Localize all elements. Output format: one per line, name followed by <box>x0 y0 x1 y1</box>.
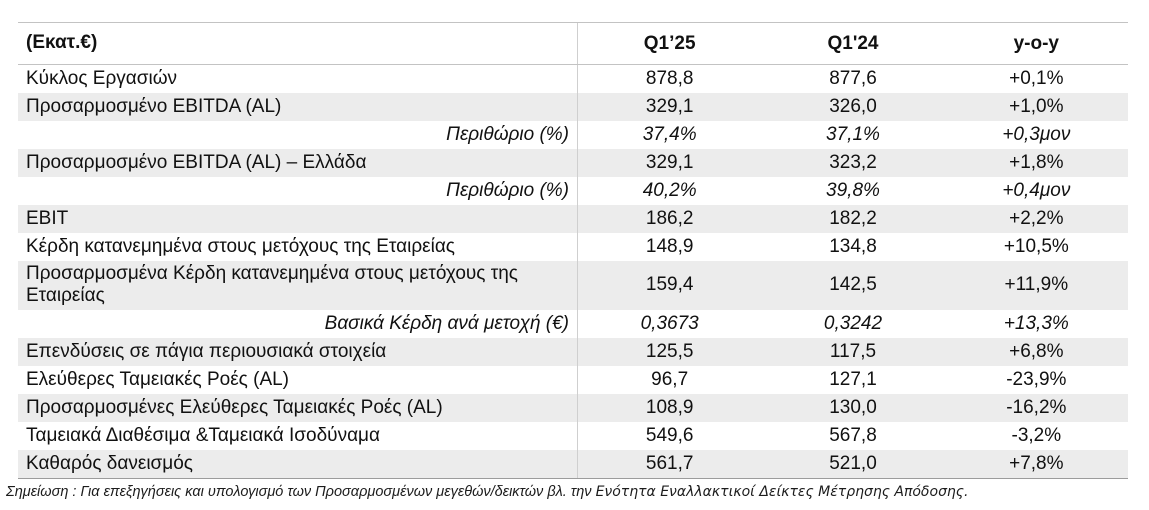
value-yoy: +11,9% <box>1004 274 1069 296</box>
value-q1-24: 134,8 <box>829 236 877 257</box>
value-yoy: +13,3% <box>1003 312 1069 334</box>
value-q1-24: 130,0 <box>829 396 877 418</box>
value-q1-24: 117,5 <box>829 340 877 362</box>
value-q1-25: 37,4% <box>642 124 697 145</box>
value-yoy: +1,0% <box>1009 96 1064 117</box>
footnote: Σημείωση : Για επεξηγήσεις και υπολογισμ… <box>6 484 1146 500</box>
value-q1-24: 182,2 <box>829 208 877 229</box>
table-row: EBIT 186,2 182,2 +2,2% <box>18 205 1128 233</box>
value-q1-24: 567,8 <box>829 424 877 446</box>
value-yoy: +0,1% <box>1009 68 1064 89</box>
table-row: Προσαρμοσμένες Ελεύθερες Ταμειακές Ροές … <box>18 393 1128 422</box>
value-q1-25: 108,9 <box>645 396 694 418</box>
value-yoy: +0,4μον <box>1002 180 1071 201</box>
value-yoy: +0,3μον <box>1002 124 1071 145</box>
row-label: Προσαρμοσμένα Κέρδη κατανεμημένα στους μ… <box>18 261 578 310</box>
value-q1-25: 549,6 <box>645 424 694 446</box>
table-body: Κύκλος Εργασιών 878,8 877,6 +0,1% Προσαρμοσμ… <box>18 65 1128 478</box>
value-yoy: +1,8% <box>1009 152 1064 173</box>
row-label: EBIT <box>18 205 578 233</box>
value-q1-25: 878,8 <box>645 68 694 89</box>
value-q1-25: 40,2% <box>642 180 697 201</box>
unit-header-cell: (Εκατ.€) <box>18 23 578 64</box>
row-label: Προσαρμοσμένο EBITDA (AL) – Ελλάδα <box>18 149 578 177</box>
value-yoy: -16,2% <box>1006 396 1067 418</box>
row-label: Προσαρμοσμένο EBITDA (AL) <box>18 93 578 121</box>
value-yoy: +7,8% <box>1009 452 1064 474</box>
row-label: Κύκλος Εργασιών <box>18 65 578 93</box>
value-q1-25: 186,2 <box>645 208 694 229</box>
row-label: Ταμειακά Διαθέσιμα &Ταμειακά Ισοδύναμα <box>18 421 578 450</box>
row-label: Περιθώριο (%) <box>18 177 578 205</box>
row-label: Προσαρμοσμένες Ελεύθερες Ταμειακές Ροές … <box>18 393 578 422</box>
value-q1-24: 326,0 <box>829 96 877 117</box>
table-row: Προσαρμοσμένα Κέρδη κατανεμημένα στους μ… <box>18 261 1128 310</box>
row-label: Βασικά Κέρδη ανά μετοχή (€) <box>18 309 578 338</box>
value-q1-24: 127,1 <box>829 368 877 390</box>
value-q1-25: 0,3673 <box>640 312 699 334</box>
value-yoy: +10,5% <box>1003 236 1069 257</box>
column-header-q1-24: Q1'24 <box>827 32 879 54</box>
value-yoy: +2,2% <box>1009 208 1064 229</box>
value-q1-25: 148,9 <box>645 236 694 257</box>
value-q1-25: 96,7 <box>651 368 689 390</box>
row-label: Ελεύθερες Ταμειακές Ροές (AL) <box>18 365 578 394</box>
value-yoy: +6,8% <box>1009 340 1064 362</box>
table-row: Περιθώριο (%) 37,4% 37,1% +0,3μον <box>18 121 1128 149</box>
value-q1-24: 39,8% <box>826 180 880 201</box>
value-q1-25: 329,1 <box>645 152 694 173</box>
table-row: Βασικά Κέρδη ανά μετοχή (€) 0,3673 0,3242 +… <box>18 309 1128 338</box>
table-row: Κέρδη κατανεμημένα στους μετόχους της Ετ… <box>18 233 1128 261</box>
value-q1-24: 142,5 <box>829 274 877 296</box>
row-label: Κέρδη κατανεμημένα στους μετόχους της Ετ… <box>18 233 578 261</box>
table-row: Ελεύθερες Ταμειακές Ροές (AL) 96,7 127,1 -2… <box>18 365 1128 394</box>
value-q1-25: 329,1 <box>645 96 694 117</box>
column-header-yoy: y-o-y <box>1013 32 1060 54</box>
table-row: Προσαρμοσμένο EBITDA (AL) – Ελλάδα 329,1 3… <box>18 149 1128 177</box>
footnote-section-name: Ενότητα Εναλλακτικοί Δείκτες Μέτρησης Απ… <box>595 484 969 500</box>
value-q1-25: 125,5 <box>645 340 694 362</box>
value-q1-24: 521,0 <box>829 452 877 474</box>
table-row: Κύκλος Εργασιών 878,8 877,6 +0,1% <box>18 65 1128 93</box>
value-q1-25: 561,7 <box>645 452 694 474</box>
table-row: Ταμειακά Διαθέσιμα &Ταμειακά Ισοδύναμα 54… <box>18 421 1128 450</box>
value-yoy: -23,9% <box>1006 368 1067 390</box>
table-row: Περιθώριο (%) 40,2% 39,8% +0,4μον <box>18 177 1128 205</box>
financial-results-table: (Εκατ.€) Q1’25 Q1'24 y-o-y Κύκλος Εργασι… <box>18 22 1128 479</box>
table-header-row: (Εκατ.€) Q1’25 Q1'24 y-o-y <box>18 23 1128 65</box>
value-q1-24: 37,1% <box>826 124 880 145</box>
column-header-q1-25: Q1’25 <box>643 32 696 54</box>
value-q1-24: 323,2 <box>829 152 877 173</box>
table-row: Καθαρός δανεισμός 561,7 521,0 +7,8% <box>18 449 1128 478</box>
value-q1-24: 0,3242 <box>823 312 883 334</box>
row-label: Καθαρός δανεισμός <box>18 449 578 478</box>
row-label: Επενδύσεις σε πάγια περιουσιακά στοιχεία <box>18 337 578 366</box>
value-yoy: -3,2% <box>1011 424 1062 446</box>
value-q1-25: 159,4 <box>645 274 694 296</box>
row-label: Περιθώριο (%) <box>18 121 578 149</box>
table-row: Προσαρμοσμένο EBITDA (AL) 329,1 326,0 +1,0% <box>18 93 1128 121</box>
footnote-text: Σημείωση : Για επεξηγήσεις και υπολογισμ… <box>6 484 596 500</box>
value-q1-24: 877,6 <box>829 68 877 89</box>
table-row: Επενδύσεις σε πάγια περιουσιακά στοιχεία… <box>18 337 1128 366</box>
